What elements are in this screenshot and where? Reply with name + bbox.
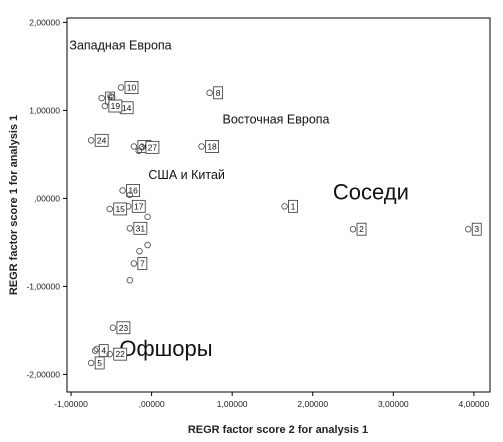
point-label: 6 xyxy=(108,93,113,103)
data-point xyxy=(126,191,134,199)
point-label-box xyxy=(94,133,109,147)
point-label-box xyxy=(113,202,128,216)
point-label-box xyxy=(288,199,298,213)
data-point xyxy=(206,89,213,97)
point-label: 14 xyxy=(122,103,132,113)
point-label-box xyxy=(108,99,123,113)
data-point xyxy=(126,276,134,284)
point-label-box xyxy=(205,140,219,153)
x-tick-label: ,00000 xyxy=(139,399,165,409)
point-label: 10 xyxy=(127,83,137,93)
data-point xyxy=(119,187,126,194)
data-point xyxy=(130,143,138,150)
point-label-box xyxy=(471,222,482,236)
data-point xyxy=(87,137,95,144)
data-point xyxy=(109,324,117,332)
point-label: 16 xyxy=(128,185,138,195)
cluster-annotation: США и Китай xyxy=(148,168,225,182)
y-tick-label: -1,00000 xyxy=(26,281,60,291)
x-axis-title: REGR factor score 2 for analysis 1 xyxy=(188,424,368,436)
y-tick-label: 1,00000 xyxy=(29,105,60,115)
x-tick-label: 1,00000 xyxy=(217,399,248,409)
point-label-box xyxy=(133,221,148,235)
point-label-box xyxy=(94,356,105,370)
point-label-box xyxy=(116,321,131,335)
point-label: 1 xyxy=(291,201,296,211)
point-label-box xyxy=(124,81,139,94)
x-tick-label: -1,00000 xyxy=(54,399,88,409)
data-point xyxy=(91,347,99,354)
data-point xyxy=(106,350,113,358)
point-label-box xyxy=(131,199,146,213)
data-point xyxy=(464,225,472,233)
data-point xyxy=(101,102,109,110)
cluster-annotation: Восточная Европа xyxy=(223,113,330,127)
y-tick-label: 2,00000 xyxy=(29,17,60,27)
y-axis-title: REGR factor score 1 for analysis 1 xyxy=(8,115,20,295)
cluster-annotation: Западная Европа xyxy=(69,39,171,53)
data-point xyxy=(349,225,357,233)
point-label: 18 xyxy=(207,141,217,151)
data-point xyxy=(126,225,134,232)
point-label: 5 xyxy=(97,358,102,368)
data-point xyxy=(87,359,95,367)
point-label: 15 xyxy=(115,204,125,214)
point-label: 8 xyxy=(216,88,221,98)
data-point xyxy=(138,144,146,151)
data-point xyxy=(135,147,142,155)
data-point xyxy=(281,203,288,210)
point-label: 27 xyxy=(148,142,158,152)
cluster-annotation: Офшоры xyxy=(119,336,212,361)
point-label: 24 xyxy=(97,135,107,145)
data-point xyxy=(93,345,101,353)
point-label: 19 xyxy=(111,101,121,111)
data-point xyxy=(117,84,125,91)
y-tick-label: -2,00000 xyxy=(26,369,60,379)
point-label-box xyxy=(145,140,160,154)
y-axis: 2,00000 1,00000 ,00000 -1,00000 -2,00000 xyxy=(26,17,67,379)
point-label: 31 xyxy=(136,223,146,233)
data-point xyxy=(130,260,138,267)
data-point xyxy=(144,241,151,249)
annotations: Западная Европа Восточная Европа США и Кит… xyxy=(69,39,408,361)
point-label: 22 xyxy=(115,349,125,359)
point-label: 4 xyxy=(101,346,106,356)
x-axis: -1,00000 ,00000 1,00000 2,00000 3,00000 4,000… xyxy=(54,392,490,409)
data-point xyxy=(198,143,205,150)
point-label-box xyxy=(137,257,148,270)
point-label: 2 xyxy=(359,224,364,234)
point-label: 17 xyxy=(134,201,144,211)
point-label: 23 xyxy=(119,323,129,333)
data-point xyxy=(106,205,113,213)
plot-frame xyxy=(66,17,491,393)
point-label-box xyxy=(356,222,367,236)
point-label-box xyxy=(213,86,224,100)
data-point xyxy=(144,213,151,221)
y-tick-label: ,00000 xyxy=(34,193,60,203)
point-label: 7 xyxy=(140,259,145,269)
point-label-box xyxy=(113,347,128,361)
cluster-annotation: Соседи xyxy=(333,179,409,204)
x-tick-label: 4,00000 xyxy=(459,399,490,409)
x-tick-label: 2,00000 xyxy=(297,399,328,409)
data-point xyxy=(136,247,143,255)
data-point xyxy=(98,94,105,102)
point-label: 3 xyxy=(474,224,479,234)
point-label-box xyxy=(126,184,140,197)
x-tick-label: 3,00000 xyxy=(378,399,409,409)
